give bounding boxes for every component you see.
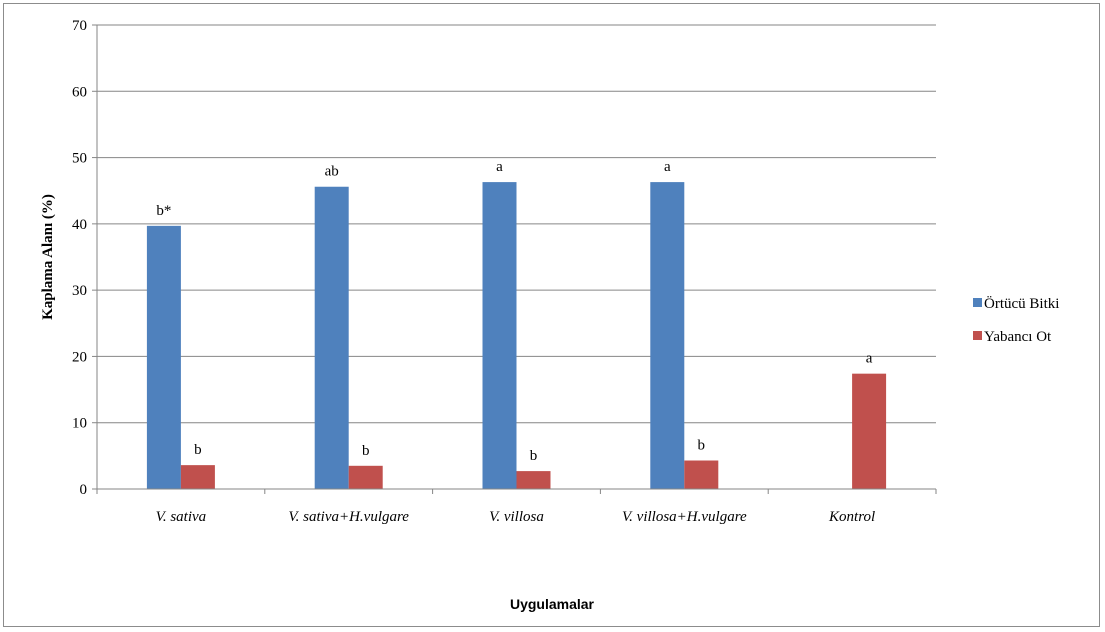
x-tick-label: V. villosa+H.vulgare [622,509,747,525]
data-label: a [664,159,671,175]
data-label: ab [325,164,339,180]
bar-yabanci-ot [684,460,719,489]
y-axis-ticks: 0 10 20 30 40 50 60 70 [72,18,97,498]
data-label: b [194,442,202,458]
bar-yabanci-ot [516,471,551,489]
data-label: b [530,448,538,464]
x-tick-label: Kontrol [828,509,875,525]
bar-ortucu-bitki [146,225,181,490]
y-tick-label: 30 [72,283,87,299]
y-tick-label: 50 [72,151,87,167]
x-tick-label: V. sativa [156,509,207,525]
data-label: b [362,443,370,459]
data-label: b [698,437,706,453]
x-axis-title: Uygulamalar [510,596,595,612]
y-tick-label: 0 [80,482,88,498]
data-label: b* [156,203,171,219]
legend-item-yabanci-ot: Yabancı Ot [973,329,1052,345]
legend: Örtücü Bitki Yabancı Ot [973,295,1059,345]
chart-frame: 0 10 20 30 40 50 60 70 b* b ab b a b a b a V. sativa V. … [3,3,1100,627]
y-tick-label: 70 [72,18,87,34]
x-tick-label: V. villosa [489,509,544,525]
x-tick-label: V. sativa+H.vulgare [288,509,409,525]
x-axis-categories: V. sativa V. sativa+H.vulgare V. villosa V.… [96,489,937,525]
y-axis-title: Kaplama Alanı (%) [40,194,56,320]
bar-yabanci-ot [852,373,887,489]
legend-label-ortucu-bitki: Örtücü Bitki [984,295,1059,312]
bar-yabanci-ot [180,465,215,489]
data-label: a [496,159,503,175]
bar-ortucu-bitki [482,182,517,489]
data-label: a [866,351,873,367]
bar-ortucu-bitki [314,186,349,490]
bars [146,182,887,490]
bar-ortucu-bitki [650,182,685,489]
y-tick-label: 10 [72,416,87,432]
y-tick-label: 40 [72,217,87,233]
legend-swatch-ortucu-bitki [973,298,982,307]
y-tick-label: 20 [72,349,87,365]
y-tick-label: 60 [72,84,87,100]
legend-swatch-yabanci-ot [973,331,982,340]
bar-yabanci-ot [348,465,383,489]
legend-label-yabanci-ot: Yabancı Ot [984,329,1052,345]
legend-item-ortucu-bitki: Örtücü Bitki [973,295,1059,312]
